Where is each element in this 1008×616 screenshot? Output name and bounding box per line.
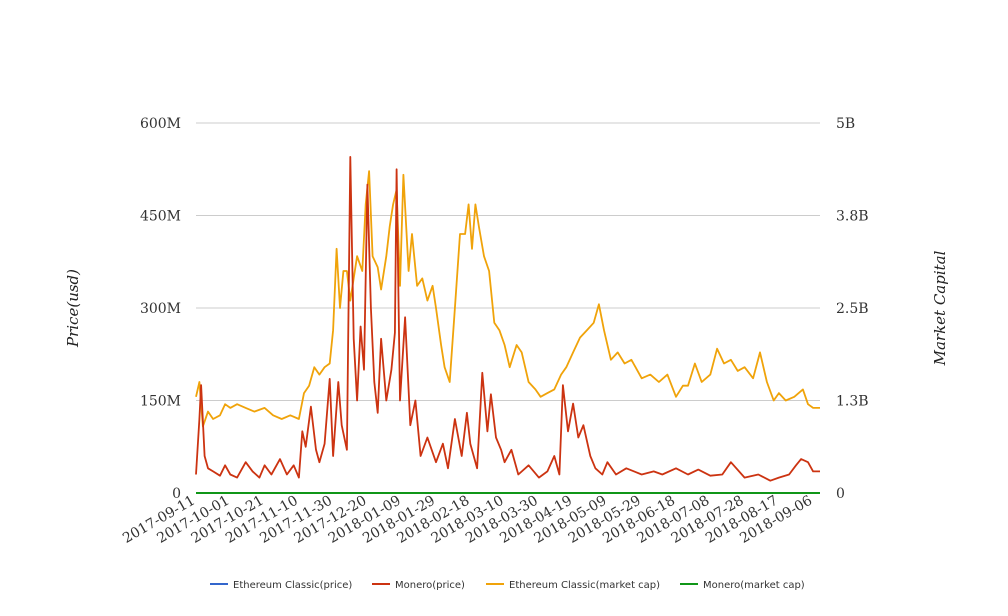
series-line-monero-price	[195, 155, 820, 482]
legend-item[interactable]: Ethereum Classic(market cap)	[486, 580, 660, 591]
left-tick-label: 450M	[140, 209, 181, 225]
series-lines	[195, 155, 820, 494]
legend-label: Monero(price)	[395, 580, 465, 591]
series-line-ethereum-classic-market-cap	[195, 170, 820, 428]
legend-label: Ethereum Classic(price)	[233, 580, 352, 591]
right-tick-label: 2.5B	[836, 301, 869, 317]
left-axis-ticks: 0 150M 300M 450M 600M	[140, 116, 181, 502]
left-axis-title: Price(usd)	[64, 269, 82, 348]
legend-label: Monero(market cap)	[703, 580, 805, 591]
legend-item[interactable]: Monero(price)	[372, 580, 465, 591]
right-tick-label: 0	[836, 486, 845, 502]
right-axis-ticks: 0 1.3B 2.5B 3.8B 5B	[836, 116, 869, 502]
left-tick-label: 150M	[140, 394, 181, 410]
left-tick-label: 600M	[140, 116, 181, 132]
left-tick-label: 300M	[140, 301, 181, 317]
legend-label: Ethereum Classic(market cap)	[509, 580, 660, 591]
x-axis-ticks: 2017-09-112017-10-012017-10-212017-11-10…	[120, 493, 815, 547]
legend-item[interactable]: Monero(market cap)	[680, 580, 805, 591]
left-tick-label: 0	[172, 486, 181, 502]
legend-item[interactable]: Ethereum Classic(price)	[210, 580, 352, 591]
right-tick-label: 3.8B	[836, 209, 869, 225]
right-axis-title: Market Capital	[931, 250, 949, 366]
gridlines	[196, 122, 820, 494]
right-tick-label: 5B	[836, 116, 855, 132]
legend: Ethereum Classic(price) Monero(price) Ethe…	[210, 580, 805, 591]
right-tick-label: 1.3B	[836, 394, 869, 410]
